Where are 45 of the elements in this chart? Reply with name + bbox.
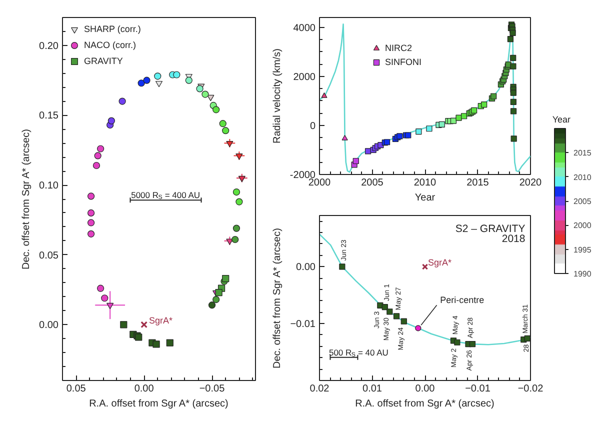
- text: S2 – GRAVITY: [455, 222, 526, 235]
- x-tick-label: 0.01: [362, 384, 382, 394]
- legend-label: SINFONI: [385, 57, 422, 67]
- color-bar-label: 1995: [574, 245, 592, 254]
- y-axis-title: Dec. offset from Sgr A* (arcsec): [21, 129, 32, 270]
- y-tick-label: −0.01: [290, 319, 316, 330]
- x-tick-label: 0.00: [134, 384, 154, 394]
- y-tick-label: 0.10: [39, 180, 59, 192]
- x-tick-label: 0.05: [66, 384, 86, 394]
- y-tick-label: 0.15: [39, 110, 59, 122]
- annotation: SgrA*: [428, 258, 452, 268]
- y-axis-title: Radial velocity (km/s): [272, 48, 283, 144]
- x-tick-label: −0.01: [465, 384, 491, 394]
- legend-label: NACO (corr.): [84, 40, 136, 50]
- x-tick-label: −0.05: [199, 384, 226, 394]
- y-tick-label: 2000: [293, 72, 316, 83]
- x-axis-title: R.A. offset from Sgr A* (arcsec): [355, 398, 494, 410]
- x-tick-label: 0.02: [310, 384, 330, 394]
- y-tick-label: 0.05: [39, 250, 59, 262]
- x-tick-label: −0.02: [518, 384, 544, 394]
- x-tick-label: 2015: [466, 178, 490, 188]
- y-tick-label: 0: [310, 120, 316, 132]
- x-tick-label: 2020: [519, 178, 542, 188]
- annotation: SgrA*: [149, 316, 174, 326]
- text: 2018: [502, 232, 526, 245]
- x-tick-label: 2010: [414, 178, 437, 188]
- legend-label: SHARP (corr.): [84, 24, 141, 34]
- legend-label: NIRC2: [385, 43, 412, 53]
- color-bar-title: Year: [552, 114, 571, 125]
- annotation: Peri-centre: [440, 295, 484, 306]
- x-tick-label: 0.00: [415, 384, 436, 394]
- color-bar-label: 2005: [574, 197, 592, 206]
- y-axis-title: Dec. offset from Sgr A* (arcsec): [272, 228, 284, 368]
- y-tick-label: 0.00: [296, 262, 316, 274]
- y-tick-label: 0.20: [39, 40, 59, 52]
- x-axis-title: R.A. offset from Sgr A* (arcsec): [89, 398, 228, 410]
- color-bar-label: 2015: [574, 148, 592, 158]
- legend-label: GRAVITY: [84, 56, 123, 66]
- x-tick-label: 2000: [308, 178, 332, 188]
- y-tick-label: 4000: [293, 22, 316, 34]
- color-bar-label: 1990: [574, 270, 592, 278]
- y-tick-label: 0.00: [39, 320, 59, 332]
- x-axis-title: Year: [414, 192, 436, 204]
- x-tick-label: 2005: [361, 178, 384, 188]
- color-bar-label: 2000: [574, 221, 592, 230]
